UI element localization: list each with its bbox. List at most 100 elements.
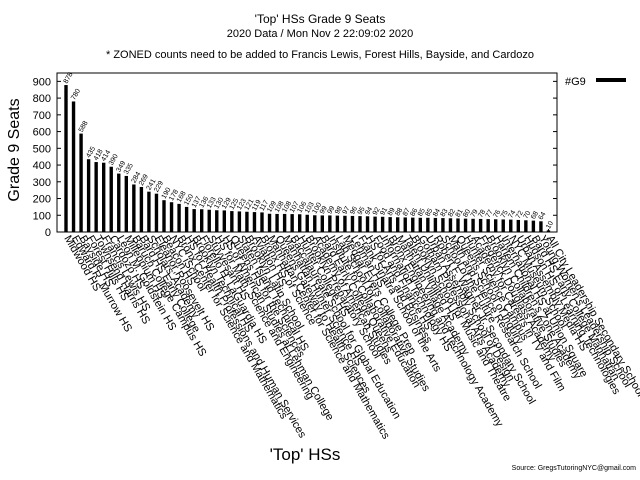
- bar-value-label: 99: [319, 205, 329, 215]
- bar: [509, 219, 513, 232]
- bar-value-label: 117: [259, 199, 271, 212]
- bar-value-label: 72: [515, 210, 525, 220]
- bar: [350, 215, 355, 232]
- bar-value-label: 68: [530, 210, 540, 220]
- bar: [448, 218, 453, 232]
- bar-value-label: 190: [161, 186, 173, 200]
- y-tick-label: 0: [45, 227, 51, 239]
- bar-value-label: 269: [138, 173, 150, 187]
- bar-value-label: 121: [244, 198, 256, 212]
- bar: [493, 219, 498, 232]
- bar-value-label: 91: [379, 206, 389, 216]
- bar: [426, 217, 430, 232]
- bar: [237, 211, 242, 232]
- bar: [169, 202, 174, 232]
- bar: [380, 216, 385, 232]
- bar: [282, 213, 287, 232]
- chart-subtitle-note: * ZONED counts need to be added to Franc…: [106, 49, 534, 61]
- bar-value-label: 97: [342, 205, 352, 215]
- legend-label: #G9: [565, 76, 586, 88]
- bar-value-label: 85: [417, 207, 427, 217]
- bar: [222, 210, 227, 232]
- y-tick-label: 100: [33, 210, 51, 222]
- bar: [501, 219, 505, 232]
- bar-value-label: 390: [108, 153, 120, 167]
- bar-value-label: 129: [221, 197, 233, 211]
- bar: [101, 162, 106, 232]
- bar-value-label: 108: [274, 200, 286, 214]
- bar: [320, 215, 325, 232]
- bar-value-label: 99: [327, 205, 337, 215]
- bar-value-label: 79: [470, 208, 480, 218]
- bar: [418, 217, 423, 232]
- legend-swatch: [596, 78, 626, 82]
- bar: [290, 214, 294, 232]
- bar-value-label: 108: [281, 200, 293, 214]
- bar-value-label: 284: [131, 171, 143, 185]
- bar: [365, 216, 370, 232]
- bar-value-label: 435: [85, 145, 97, 159]
- y-tick-label: 900: [33, 76, 51, 88]
- bar-value-label: 109: [266, 200, 278, 214]
- bar-value-label: 77: [485, 209, 495, 219]
- bar-value-label: 414: [100, 149, 112, 163]
- bar-value-label: 106: [296, 201, 308, 215]
- bar: [184, 206, 189, 232]
- bar: [132, 184, 136, 232]
- bar: [147, 191, 151, 232]
- bar-value-label: 878: [63, 71, 75, 85]
- bar: [215, 210, 219, 232]
- bar: [456, 218, 460, 232]
- chart-subtitle-date: 2020 Data / Mon Nov 2 22:09:02 2020: [227, 28, 414, 40]
- bar-value-label: 178: [168, 189, 180, 203]
- bar: [358, 216, 362, 232]
- bar-value-label: 89: [387, 207, 397, 217]
- bar-value-label: 85: [425, 207, 435, 217]
- bar: [516, 219, 521, 232]
- bar: [199, 209, 204, 232]
- bar: [162, 200, 166, 232]
- bar: [531, 220, 536, 232]
- bar-value-label: 87: [402, 207, 412, 217]
- bar-value-label: 95: [357, 206, 367, 216]
- bar: [139, 186, 144, 232]
- bar: [395, 217, 400, 232]
- y-tick-label: 700: [33, 110, 51, 122]
- bar: [177, 203, 181, 232]
- bar: [297, 214, 302, 232]
- bar: [539, 221, 543, 232]
- bar-value-label: 229: [153, 180, 165, 194]
- bar-value-label: 418: [93, 148, 105, 162]
- bar: [463, 218, 468, 232]
- legend: #G9: [565, 76, 626, 88]
- bar: [305, 214, 309, 232]
- bar: [328, 215, 332, 232]
- bar: [192, 209, 196, 232]
- y-axis-label: Grade 9 Seats: [6, 98, 23, 201]
- bar: [154, 193, 159, 232]
- bar: [109, 166, 113, 232]
- y-tick-label: 400: [33, 160, 51, 172]
- bar-value-label: 81: [455, 208, 465, 218]
- x-axis-label: 'Top' HSs: [270, 445, 341, 464]
- bar: [343, 215, 347, 232]
- bar-value-label: 137: [191, 195, 203, 209]
- bar-value-label: 76: [492, 209, 502, 219]
- bar: [275, 213, 279, 232]
- bar-value-label: 100: [311, 202, 323, 216]
- bar-value-label: 82: [447, 208, 457, 218]
- bar-value-label: 70: [523, 210, 533, 220]
- bar: [313, 215, 317, 232]
- bar-value-label: 150: [183, 193, 195, 207]
- y-tick-label: 200: [33, 194, 51, 206]
- bar: [86, 159, 91, 232]
- bar: [403, 217, 407, 232]
- bar: [71, 101, 76, 232]
- bar-value-label: 780: [70, 88, 82, 102]
- bar: [207, 209, 211, 232]
- bar-value-label: 588: [78, 120, 90, 134]
- bar: [335, 215, 340, 232]
- bar-value-label: 241: [146, 178, 158, 192]
- bar: [388, 217, 392, 232]
- bar-value-label: 84: [432, 208, 442, 218]
